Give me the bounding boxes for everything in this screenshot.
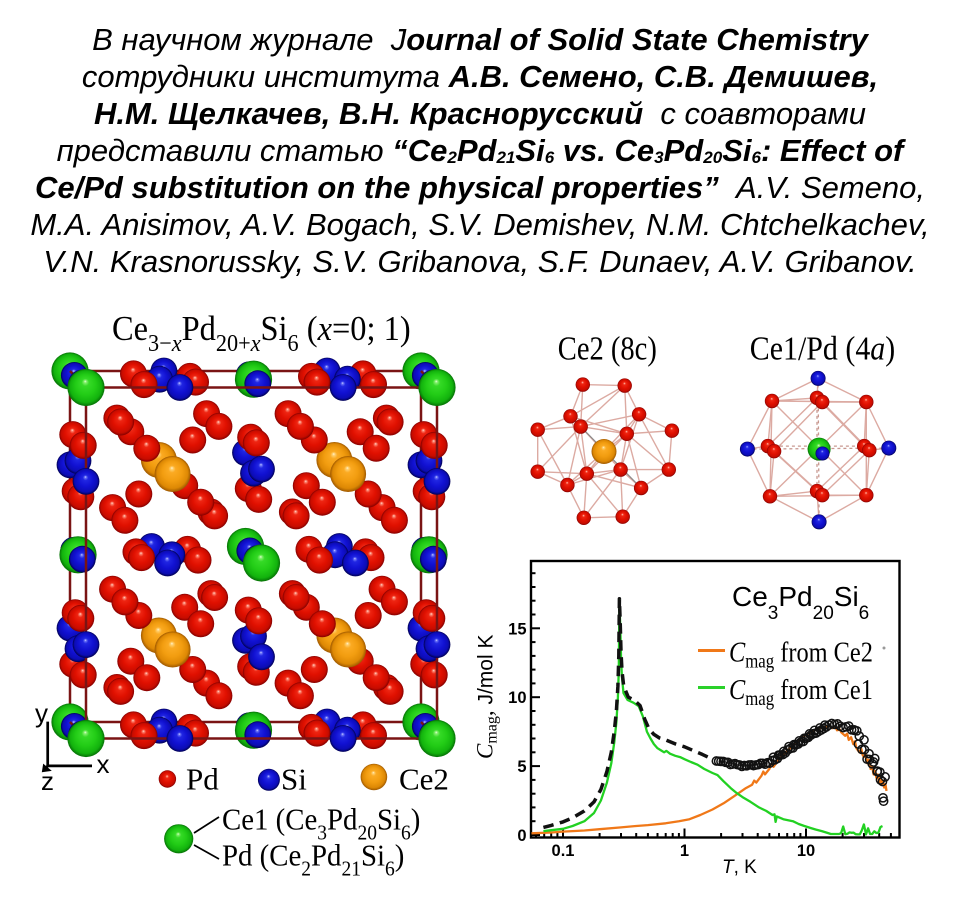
svg-text:y: y (35, 698, 48, 728)
svg-text:5: 5 (517, 758, 526, 776)
svg-text:10: 10 (797, 842, 815, 860)
svg-text:Pd (Ce2Pd21Si6): Pd (Ce2Pd21Si6) (222, 839, 404, 881)
svg-text:0: 0 (517, 827, 526, 845)
svg-text:T, K: T, K (722, 857, 757, 878)
svg-text:Ce1/Pd (4a): Ce1/Pd (4a) (750, 329, 895, 367)
svg-text:Ce3−xPd20+xSi6 (x=0; 1): Ce3−xPd20+xSi6 (x=0; 1) (112, 310, 411, 357)
svg-text:Cmag from Ce1: Cmag from Ce1 (729, 673, 873, 709)
svg-text:Ce3Pd20Si6: Ce3Pd20Si6 (732, 581, 869, 624)
svg-text:Cmag, J/mol K: Cmag, J/mol K (473, 635, 501, 760)
svg-text:0.1: 0.1 (552, 842, 575, 860)
svg-text:1: 1 (680, 842, 689, 860)
svg-text:Pd: Pd (186, 762, 219, 797)
svg-text:Si: Si (281, 762, 307, 797)
svg-text:x: x (97, 749, 110, 779)
svg-text:Cmag from Ce2: Cmag from Ce2 (729, 636, 873, 672)
svg-text:Ce2 (8c): Ce2 (8c) (558, 329, 657, 367)
svg-text:Ce2: Ce2 (399, 762, 449, 797)
svg-text:15: 15 (508, 620, 526, 638)
svg-text:10: 10 (508, 689, 526, 707)
svg-text:z: z (41, 766, 54, 796)
